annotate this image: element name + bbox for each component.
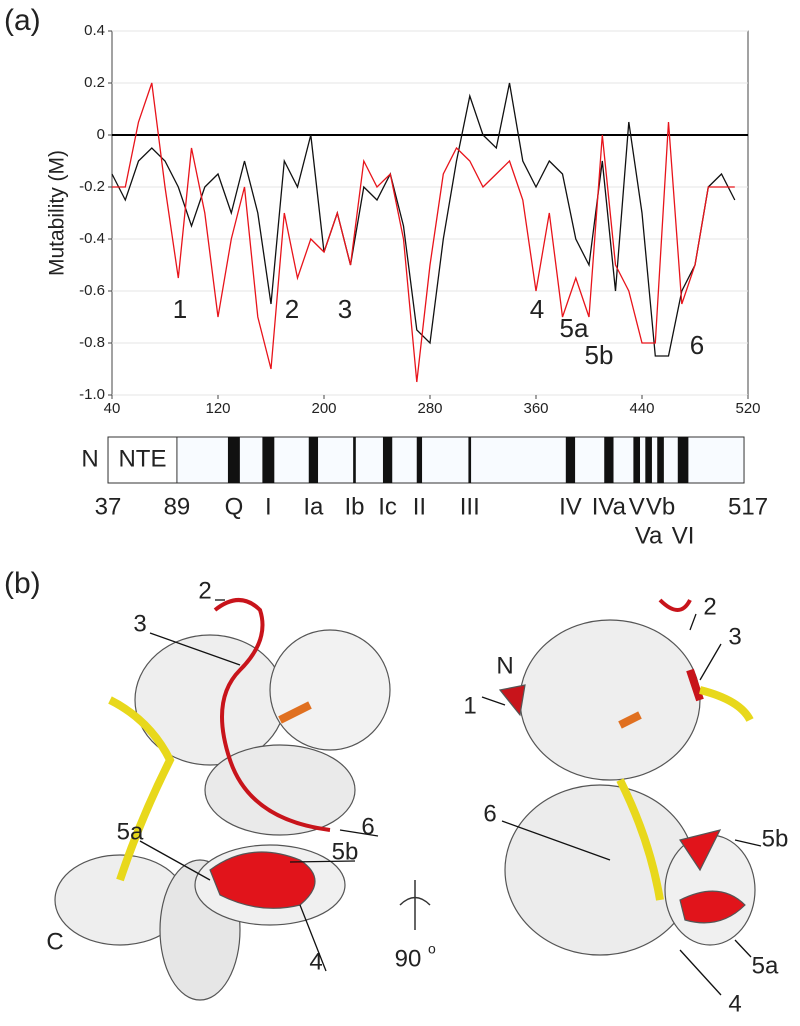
x-tick-label: 520 xyxy=(735,400,760,417)
pointer xyxy=(139,840,211,881)
annotation: 2 xyxy=(285,294,299,324)
y-tick-label: -0.8 xyxy=(79,334,105,351)
annotation: 5b xyxy=(585,340,614,370)
x-tick-label: 440 xyxy=(629,400,654,417)
panel-label: (a) xyxy=(4,4,41,37)
structure-label: 5a xyxy=(752,952,779,979)
annotation: 6 xyxy=(690,330,704,360)
motif-label: III xyxy=(460,493,480,520)
motif-label: IVa xyxy=(592,493,627,520)
annotation: 1 xyxy=(173,294,187,324)
x-tick-label: 360 xyxy=(523,400,548,417)
structure-label: 4 xyxy=(728,990,741,1017)
data-line xyxy=(112,82,735,383)
nte-region xyxy=(107,436,178,484)
motif xyxy=(604,437,614,483)
position-label: 89 xyxy=(164,493,191,520)
structure-label: 1 xyxy=(463,692,476,719)
motif-label: Va xyxy=(635,522,663,549)
structure-label: 3 xyxy=(133,610,146,637)
motif-label: VI xyxy=(672,522,695,549)
motif-label: Q xyxy=(225,493,244,520)
y-tick-label: -0.6 xyxy=(79,282,105,299)
structure-label: 5b xyxy=(762,825,789,852)
motif xyxy=(382,437,393,483)
y-axis-label: Mutability (M) xyxy=(46,150,69,276)
n-terminus: N xyxy=(81,445,98,472)
pointer xyxy=(481,696,506,706)
structure-label: 6 xyxy=(361,813,374,840)
y-tick-label: 0.4 xyxy=(84,22,105,39)
motif-label: I xyxy=(265,493,272,520)
pointer xyxy=(149,632,241,666)
annotation: 3 xyxy=(338,294,352,324)
pointer xyxy=(699,643,722,681)
y-tick-label: -0.4 xyxy=(79,230,105,247)
motif xyxy=(308,437,319,483)
motif xyxy=(657,437,664,483)
structure-label: 6 xyxy=(483,800,496,827)
motif-label: II xyxy=(413,493,426,520)
motif xyxy=(262,437,275,483)
motif-label: IV xyxy=(559,493,582,520)
right-structure xyxy=(498,598,756,956)
x-tick-label: 200 xyxy=(311,400,336,417)
motif xyxy=(565,437,576,483)
structure-label: 4 xyxy=(309,948,322,975)
pointer xyxy=(289,860,356,863)
motif xyxy=(416,437,423,483)
motif-label: Vb xyxy=(646,493,675,520)
panel-label: (b) xyxy=(4,567,41,600)
structure-label: 2 xyxy=(198,577,211,604)
pointer xyxy=(299,904,327,972)
pointer xyxy=(734,939,752,958)
pointer xyxy=(339,829,379,837)
annotation: 5a xyxy=(560,313,589,343)
y-tick-label: -0.2 xyxy=(79,178,105,195)
annotation: 4 xyxy=(530,294,544,324)
rotation-unit: o xyxy=(428,941,436,957)
motif-label: Ib xyxy=(344,493,364,520)
pointer xyxy=(689,613,697,631)
x-tick-label: 280 xyxy=(417,400,442,417)
x-tick-label: 120 xyxy=(205,400,230,417)
motif xyxy=(227,437,240,483)
structure-label: C xyxy=(46,928,63,955)
structure-label: 5a xyxy=(117,818,144,845)
motif xyxy=(645,437,652,483)
structure-label: 3 xyxy=(728,623,741,650)
data-line xyxy=(111,82,736,357)
structure-label: 2 xyxy=(703,593,716,620)
structures xyxy=(54,598,756,1001)
y-tick-label: 0.2 xyxy=(84,74,105,91)
position-label: 517 xyxy=(728,493,768,520)
pointer xyxy=(734,839,762,847)
left-structure xyxy=(54,598,391,1001)
y-tick-label: 0 xyxy=(97,126,105,143)
motif-label: Ia xyxy=(303,493,324,520)
rotation-label: 90 xyxy=(395,945,422,972)
motif xyxy=(468,437,472,483)
motif xyxy=(633,437,641,483)
x-tick-label: 40 xyxy=(104,400,121,417)
motif-label: Ic xyxy=(378,493,397,520)
position-label: 37 xyxy=(95,493,122,520)
motif xyxy=(677,437,689,483)
y-tick-label: -1.0 xyxy=(79,386,105,403)
structure-label: N xyxy=(496,652,513,679)
pointer xyxy=(501,820,611,861)
motif-label: V xyxy=(629,493,645,520)
pointer xyxy=(679,949,722,996)
motif xyxy=(353,437,356,483)
nte-label: NTE xyxy=(118,445,166,472)
